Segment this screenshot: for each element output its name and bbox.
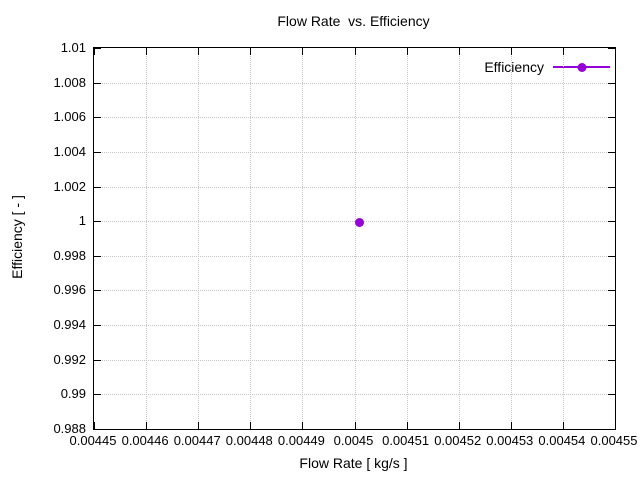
y-tick-mark	[608, 82, 615, 84]
x-tick-mark	[302, 48, 304, 55]
y-tick-label: 0.99	[60, 386, 86, 402]
x-tick-mark	[406, 422, 408, 429]
x-axis-label: Flow Rate [ kg/s ]	[299, 455, 408, 471]
x-tick-label: 0.00447	[173, 433, 221, 448]
y-tick-label: 0.992	[53, 351, 86, 367]
x-tick-label: 0.00455	[590, 433, 638, 448]
y-tick-mark	[608, 394, 615, 396]
y-gridline	[94, 394, 615, 396]
x-tick-label: 0.00448	[225, 433, 273, 448]
x-gridline	[354, 48, 356, 429]
x-tick-label: 0.00454	[538, 433, 586, 448]
legend-label: Efficiency	[484, 59, 544, 75]
y-gridline	[94, 359, 615, 361]
y-gridline	[94, 325, 615, 327]
legend-line-sample	[553, 62, 610, 72]
x-gridline	[562, 48, 564, 429]
x-tick-label: 0.00453	[486, 433, 534, 448]
x-tick-label: 0.00449	[277, 433, 325, 448]
y-tick-mark	[608, 48, 615, 49]
y-tick-label: 1.002	[53, 178, 86, 194]
x-tick-mark	[458, 422, 460, 429]
x-gridline	[458, 48, 460, 429]
x-tick-mark	[250, 48, 252, 55]
y-tick-label: 1.01	[60, 40, 86, 55]
x-tick-mark	[615, 48, 616, 55]
x-tick-mark	[94, 48, 95, 55]
y-gridline	[94, 117, 615, 119]
plot-area: Efficiency	[93, 47, 616, 430]
y-tick-label: 1	[78, 213, 86, 229]
x-tick-mark	[562, 48, 564, 55]
x-tick-mark	[198, 48, 200, 55]
y-tick-mark	[608, 359, 615, 361]
x-tick-mark	[354, 48, 356, 55]
y-tick-mark	[608, 151, 615, 153]
y-gridline	[94, 151, 615, 153]
x-tick-mark	[406, 48, 408, 55]
y-tick-mark	[94, 117, 101, 119]
x-gridline	[302, 48, 304, 429]
x-tick-mark	[510, 422, 512, 429]
y-tick-mark	[94, 359, 101, 361]
x-tick-mark	[198, 422, 200, 429]
y-gridline	[94, 82, 615, 84]
x-gridline	[510, 48, 512, 429]
y-tick-label: 0.994	[53, 317, 86, 333]
y-tick-label: 0.996	[53, 282, 86, 298]
x-tick-mark	[562, 422, 564, 429]
y-tick-mark	[94, 186, 101, 188]
x-tick-mark	[146, 48, 148, 55]
legend-marker-icon	[577, 62, 586, 72]
y-tick-label: 1.006	[53, 109, 86, 125]
chart-title: Flow Rate vs. Efficiency	[277, 13, 430, 29]
y-tick-mark	[94, 325, 101, 327]
y-tick-mark	[608, 255, 615, 257]
y-tick-mark	[608, 290, 615, 292]
x-tick-label: 0.00451	[382, 433, 430, 448]
y-tick-mark	[94, 82, 101, 84]
y-tick-mark	[94, 394, 101, 396]
x-tick-label: 0.00445	[69, 433, 117, 448]
y-tick-label: 1.004	[53, 143, 86, 159]
y-tick-mark	[608, 325, 615, 327]
y-tick-mark	[94, 48, 101, 49]
y-gridline	[94, 221, 615, 223]
y-gridline	[94, 290, 615, 292]
y-axis-label: Efficiency [ - ]	[9, 195, 25, 279]
x-tick-mark	[615, 422, 616, 429]
x-gridline	[198, 48, 200, 429]
x-tick-mark	[146, 422, 148, 429]
x-tick-label: 0.00452	[434, 433, 482, 448]
y-tick-mark	[94, 429, 101, 430]
y-tick-mark	[608, 429, 615, 430]
data-point	[355, 218, 365, 228]
legend: Efficiency	[484, 59, 610, 75]
x-gridline	[406, 48, 408, 429]
y-tick-mark	[94, 290, 101, 292]
x-tick-label: 0.00446	[121, 433, 169, 448]
y-gridline	[94, 186, 615, 188]
y-tick-mark	[94, 255, 101, 257]
x-tick-mark	[94, 422, 95, 429]
y-tick-label: 0.988	[53, 421, 86, 436]
y-tick-mark	[608, 221, 615, 223]
x-gridline	[250, 48, 252, 429]
x-gridline	[146, 48, 148, 429]
x-tick-mark	[250, 422, 252, 429]
y-tick-mark	[608, 186, 615, 188]
y-tick-mark	[94, 151, 101, 153]
y-tick-label: 1.008	[53, 74, 86, 90]
y-tick-mark	[94, 221, 101, 223]
x-tick-mark	[302, 422, 304, 429]
x-tick-mark	[354, 422, 356, 429]
y-gridline	[94, 255, 615, 257]
y-tick-mark	[608, 117, 615, 119]
x-tick-mark	[458, 48, 460, 55]
y-tick-label: 0.998	[53, 247, 86, 263]
x-tick-label: 0.0045	[333, 433, 374, 448]
x-tick-mark	[510, 48, 512, 55]
